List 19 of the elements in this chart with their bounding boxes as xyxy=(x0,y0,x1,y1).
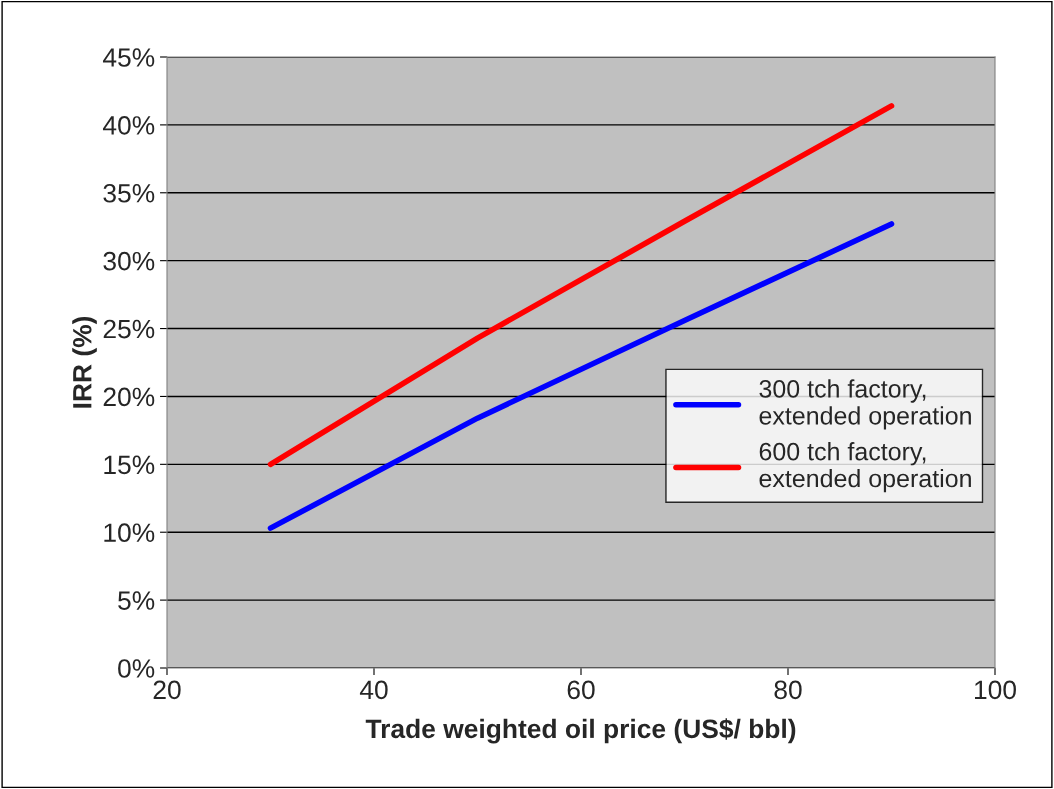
y-tick-label: 30% xyxy=(103,251,155,271)
y-tick-label: 45% xyxy=(102,48,155,67)
y-tick-label: 10% xyxy=(104,523,155,543)
y-tick-label: 20% xyxy=(103,387,155,407)
x-tick-label: 40 xyxy=(359,680,388,700)
legend-label: 600 tch factory, extended operation xyxy=(759,442,971,493)
x-tick-label: 20 xyxy=(153,680,181,700)
x-tick-label: 100 xyxy=(975,680,1016,700)
y-axis-title: IRR (%) xyxy=(72,316,97,408)
y-tick-label: 5% xyxy=(118,591,155,610)
x-tick-label: 60 xyxy=(567,680,595,700)
y-tick-label: 25% xyxy=(103,319,155,339)
x-tick-label: 80 xyxy=(774,680,802,700)
y-tick-label: 35% xyxy=(103,183,155,203)
legend-label: 300 tch factory, extended operation xyxy=(759,379,971,430)
x-axis-title: Trade weighted oil price (US$/ bbl) xyxy=(365,718,796,744)
y-tick-label: 0% xyxy=(118,659,155,678)
y-tick-label: 15% xyxy=(104,455,155,475)
y-tick-label: 40% xyxy=(102,116,155,135)
